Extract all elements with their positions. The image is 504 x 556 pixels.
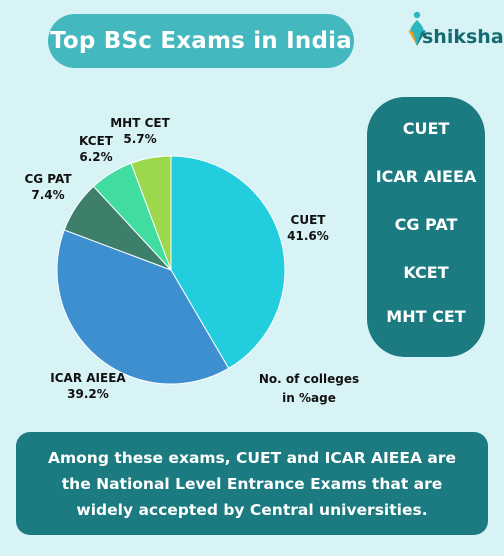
legend-item-cuet: CUET [402, 119, 450, 138]
legend-item-cg-pat: CG PAT [394, 215, 458, 234]
slice-label-mht-cet: MHT CET [110, 116, 170, 130]
info-text: Among these exams, CUET and ICAR AIEEA a… [48, 448, 456, 519]
pie-slice-mht-cet [130, 155, 172, 271]
pie-chart: CUET 41.6% ICAR AIEEA 39.2% CG PAT 7.4% KCET 6.… [24, 116, 329, 401]
title-banner: Top BSc Exams in India [48, 14, 354, 68]
legend-item-icar-aieea: ICAR AIEEA [375, 167, 477, 186]
slice-value-kcet: 6.2% [79, 150, 112, 164]
slice-value-cg-pat: 7.4% [31, 188, 64, 202]
legend-panel: CUET ICAR AIEEA CG PAT KCET MHT CET [367, 97, 485, 357]
brand-logo: shiksha [404, 8, 504, 54]
pie-slice-cuet [170, 155, 286, 370]
legend-item-mht-cet: MHT CET [386, 307, 466, 326]
info-box: Among these exams, CUET and ICAR AIEEA a… [16, 432, 488, 535]
slice-value-cuet: 41.6% [287, 229, 329, 243]
slice-value-icar-aieea: 39.2% [67, 387, 109, 401]
pie-slice-icar-aieea [56, 229, 230, 385]
slice-label-kcet: KCET [79, 134, 114, 148]
slice-value-mht-cet: 5.7% [123, 132, 156, 146]
brand-name: shiksha [422, 26, 504, 48]
slice-label-cg-pat: CG PAT [24, 172, 72, 186]
chart-note: No. of colleges in %age [258, 372, 360, 405]
shiksha-logo-icon [408, 11, 426, 46]
page-title: Top BSc Exams in India [50, 28, 352, 54]
legend-item-kcet: KCET [403, 263, 449, 282]
slice-label-icar-aieea: ICAR AIEEA [50, 371, 126, 385]
slice-label-cuet: CUET [291, 213, 327, 227]
